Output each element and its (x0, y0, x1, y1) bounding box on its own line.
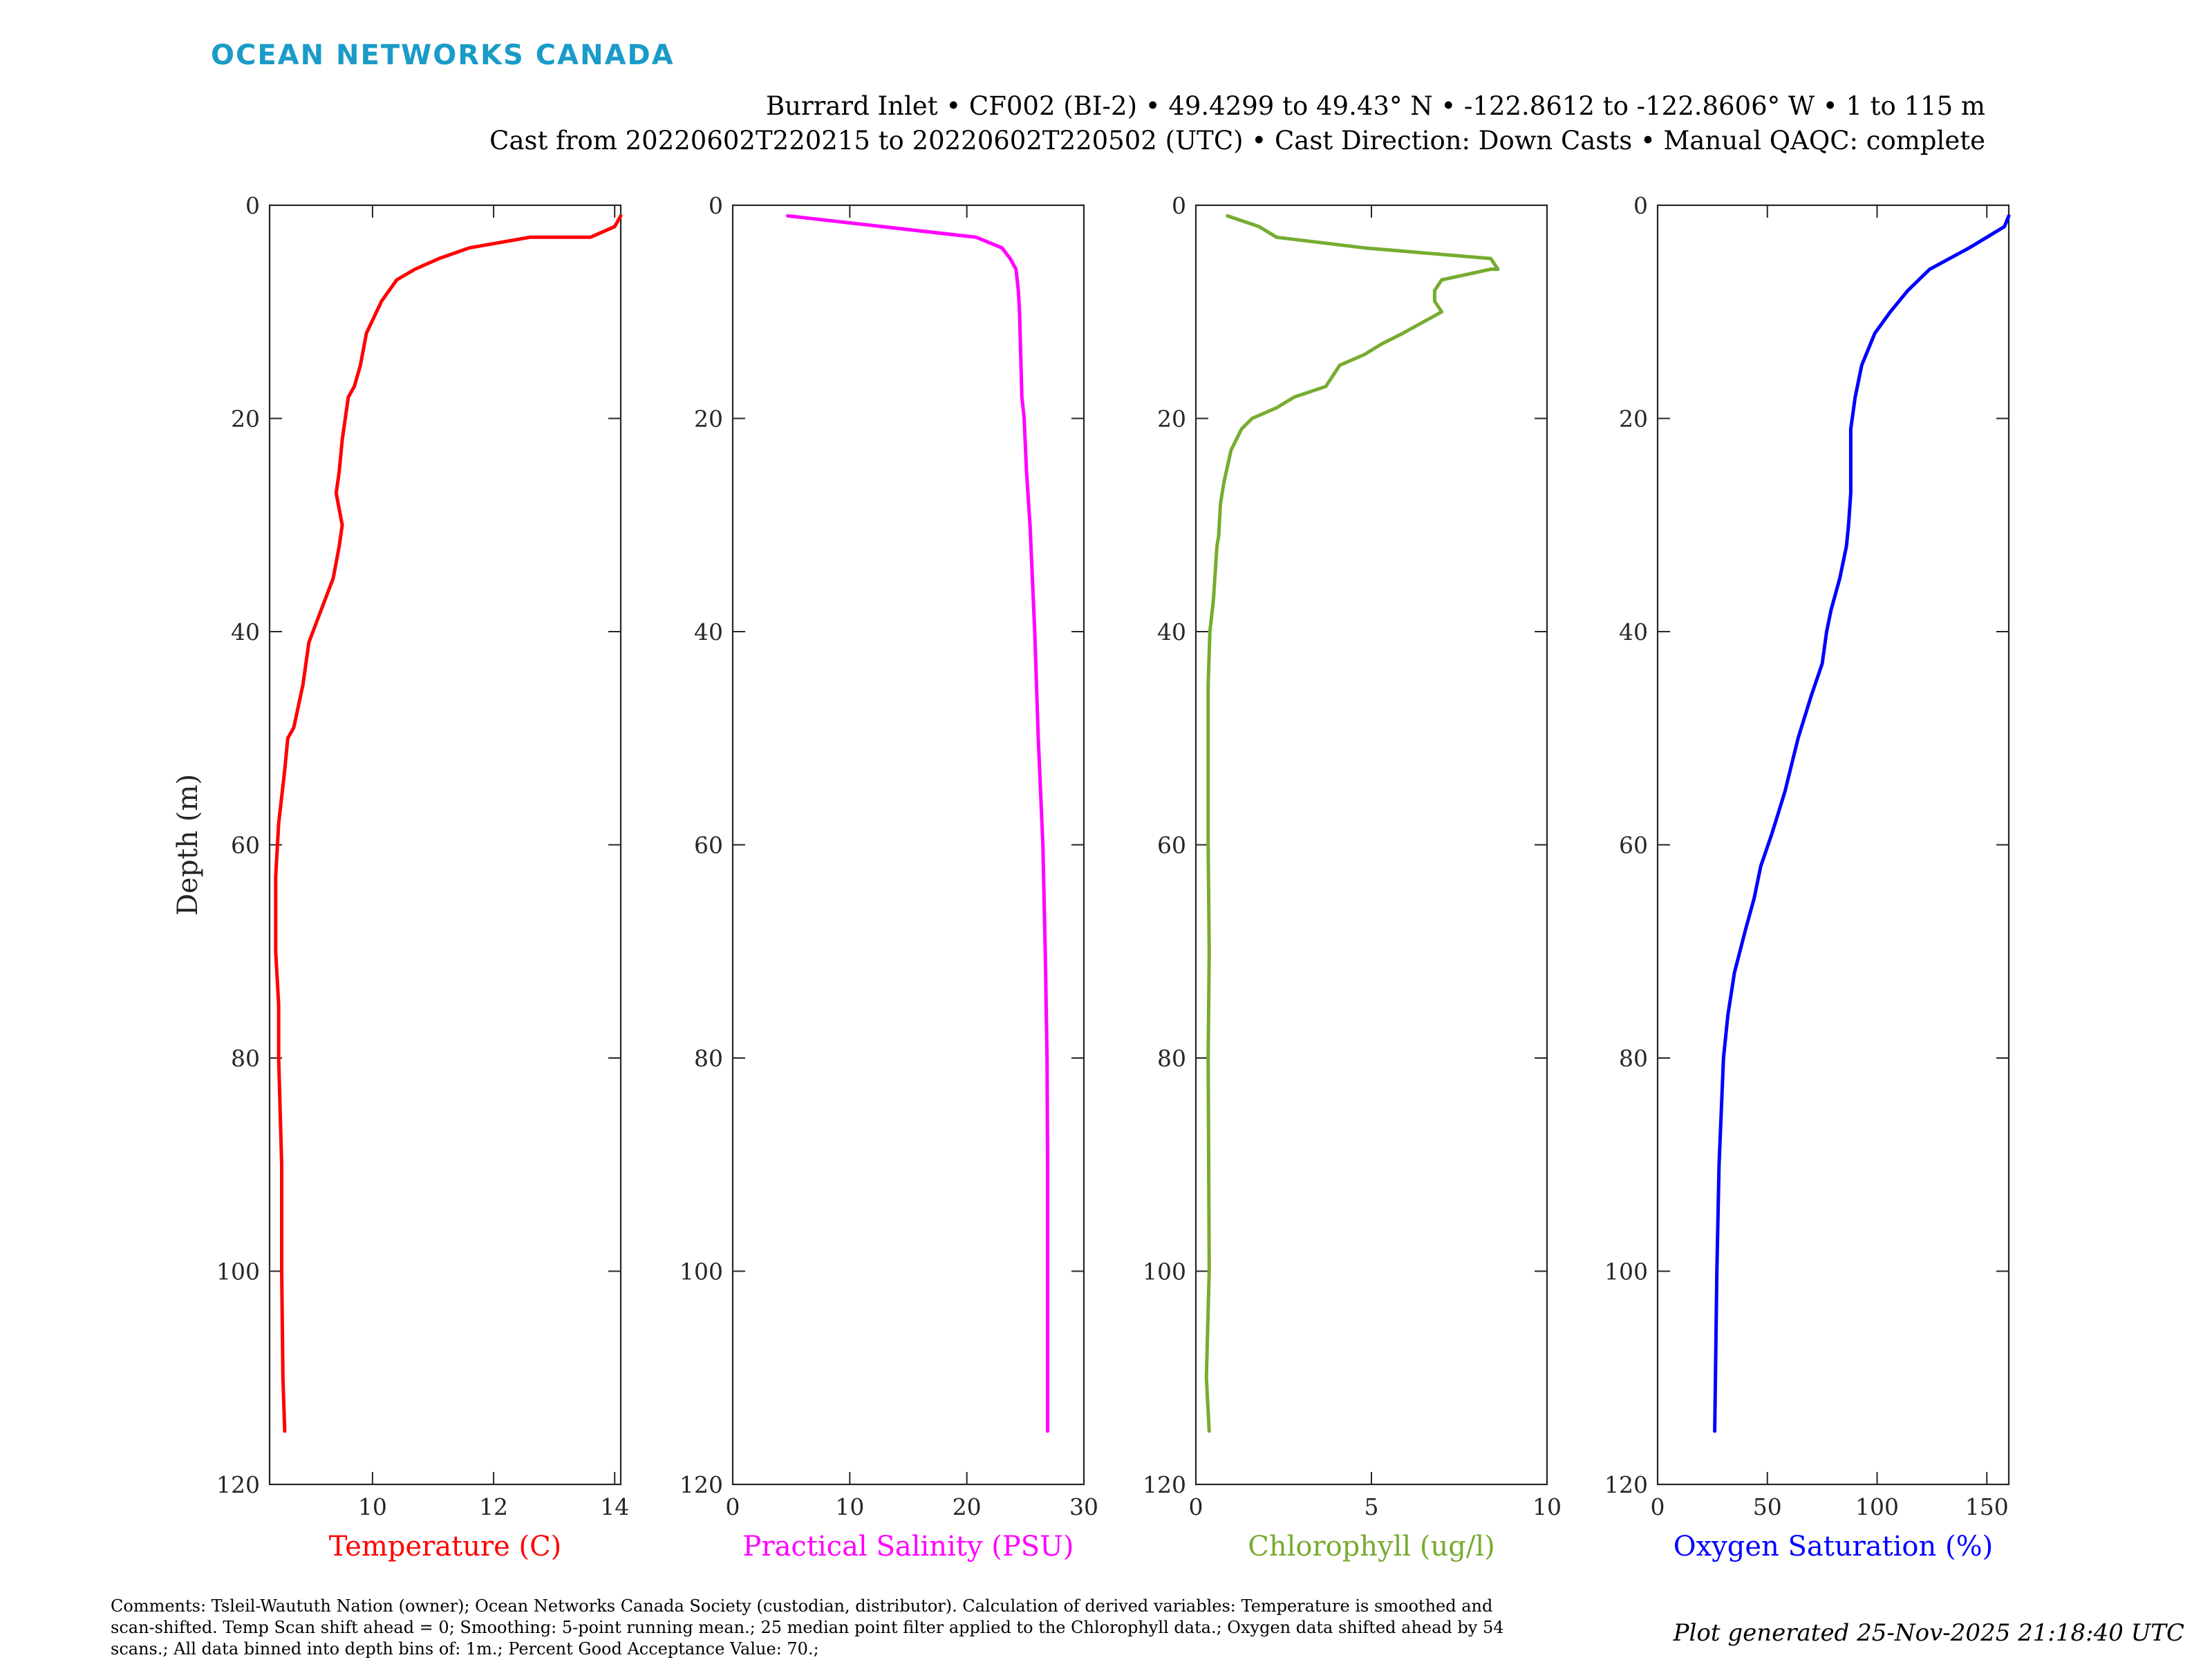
y-tick-label: 80 (231, 1045, 260, 1072)
y-tick-label: 100 (1143, 1258, 1186, 1285)
y-tick-label: 100 (1604, 1258, 1648, 1285)
comments-line-1: Comments: Tsleil-Waututh Nation (owner);… (111, 1596, 1492, 1616)
x-axis-label: Oxygen Saturation (%) (1674, 1531, 1993, 1562)
y-tick-label: 80 (694, 1045, 723, 1072)
x-tick-label: 10 (358, 1493, 387, 1520)
y-tick-label: 60 (1619, 832, 1648, 859)
y-tick-label: 80 (1157, 1045, 1186, 1072)
series-line-1 (1204, 214, 1500, 1433)
x-tick-label: 10 (835, 1493, 864, 1520)
y-tick-label: 120 (1143, 1471, 1186, 1498)
y-tick-label: 120 (679, 1471, 723, 1498)
x-tick-label: 0 (1189, 1493, 1203, 1520)
x-tick-label: 10 (1533, 1493, 1562, 1520)
x-tick-label: 12 (479, 1493, 508, 1520)
y-tick-label: 0 (1633, 192, 1648, 219)
comments-line-3: scans.; All data binned into depth bins … (111, 1639, 819, 1659)
y-tick-label: 120 (1604, 1471, 1648, 1498)
y-tick-label: 40 (231, 618, 260, 645)
x-tick-label: 20 (953, 1493, 982, 1520)
x-tick-label: 30 (1069, 1493, 1098, 1520)
x-tick-label: 0 (726, 1493, 740, 1520)
y-tick-label: 60 (1157, 832, 1186, 859)
y-tick-label: 120 (216, 1471, 260, 1498)
x-tick-label: 100 (1855, 1493, 1899, 1520)
y-tick-label: 0 (245, 192, 260, 219)
y-tick-label: 20 (1619, 406, 1648, 433)
y-tick-label: 20 (231, 406, 260, 433)
y-tick-label: 100 (216, 1258, 260, 1285)
header-line-2: Cast from 20220602T220215 to 20220602T22… (489, 126, 1985, 155)
y-tick-label: 40 (694, 618, 723, 645)
y-axis-label: Depth (m) (172, 774, 204, 916)
x-axis-label: Practical Salinity (PSU) (743, 1531, 1074, 1562)
x-tick-label: 5 (1365, 1493, 1379, 1520)
y-tick-label: 20 (1157, 406, 1186, 433)
header-line-1: Burrard Inlet • CF002 (BI-2) • 49.4299 t… (766, 91, 1985, 121)
y-tick-label: 60 (694, 832, 723, 859)
y-tick-label: 20 (694, 406, 723, 433)
x-tick-label: 50 (1753, 1493, 1782, 1520)
y-tick-label: 40 (1619, 618, 1648, 645)
chart-panel-1: 0 20 40 60 80 100 120 10 12 14 Temperature (C) Dept… (172, 192, 629, 1562)
series-line-1 (786, 214, 1049, 1433)
x-axis-label: Temperature (C) (329, 1531, 562, 1562)
x-tick-label: 0 (1651, 1493, 1665, 1520)
y-tick-label: 100 (679, 1258, 723, 1285)
y-tick-label: 80 (1619, 1045, 1648, 1072)
y-tick-label: 40 (1157, 618, 1186, 645)
plot-generated-timestamp: Plot generated 25-Nov-2025 21:18:40 UTC (1673, 1619, 2184, 1647)
x-tick-label: 14 (600, 1493, 629, 1520)
x-tick-label: 150 (1965, 1493, 2009, 1520)
y-tick-label: 60 (231, 832, 260, 859)
brand-logo-text: OCEAN NETWORKS CANADA (211, 39, 675, 71)
comments-line-2: scan-shifted. Temp Scan shift ahead = 0;… (111, 1618, 1504, 1637)
series-line-1 (274, 214, 623, 1433)
series-line-1 (1713, 214, 2011, 1433)
x-axis-label: Chlorophyll (ug/l) (1248, 1531, 1495, 1562)
y-tick-label: 0 (1172, 192, 1186, 219)
y-tick-label: 0 (709, 192, 723, 219)
